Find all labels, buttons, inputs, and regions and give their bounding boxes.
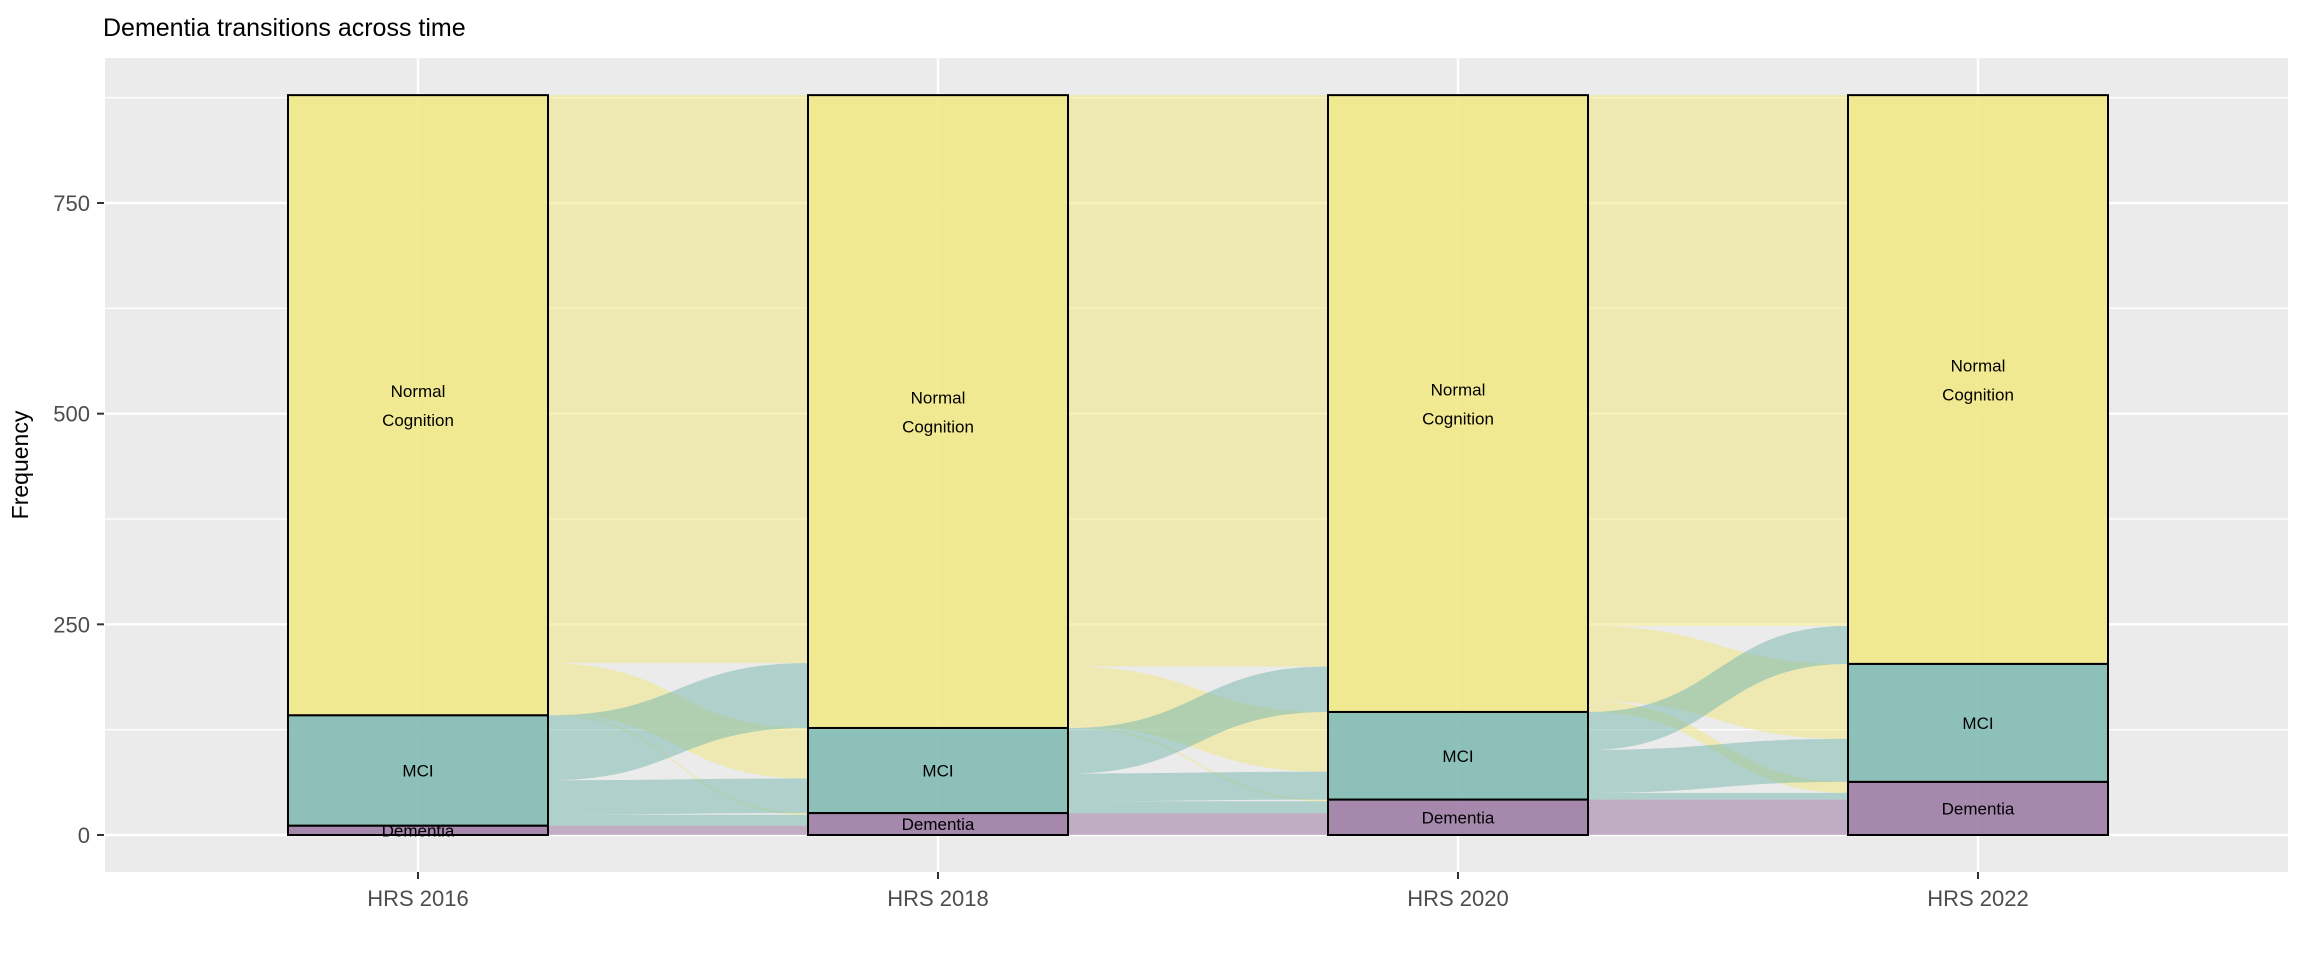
stratum-label-0-MCI: MCI [402, 762, 433, 781]
flow-0-MCI-to-Dementia [548, 814, 808, 826]
y-tick-label: 750 [53, 191, 90, 216]
y-axis-title: Frequency [7, 410, 33, 519]
flow-0-Dementia-to-Dementia [548, 825, 808, 835]
y-tick-label: 500 [53, 402, 90, 427]
stratum-label-3-Dementia: Dementia [1942, 799, 2015, 818]
stratum-2-MCI [1327, 710, 1589, 801]
flow-1-Normal Cognition-to-Dementia [1068, 726, 1328, 802]
stratum-label-0-Normal Cognition: Normal Cognition [382, 382, 454, 430]
stratum-1-Dementia [807, 812, 1069, 836]
y-tick-label: 250 [53, 612, 90, 637]
stratum-label-2-Normal Cognition: Normal Cognition [1422, 381, 1494, 429]
stratum-label-1-MCI: MCI [922, 762, 953, 781]
flow-2-MCI-to-Normal Cognition [1588, 626, 1848, 750]
stratum-label-1-Normal Cognition: Normal Cognition [902, 389, 974, 437]
flow-1-Dementia-to-Dementia [1068, 813, 1328, 835]
x-tick-label-3: HRS 2022 [1927, 886, 2029, 911]
chart-title: Dementia transitions across time [103, 14, 466, 42]
x-tick-label-0: HRS 2016 [367, 886, 469, 911]
flow-2-Dementia-to-Dementia [1588, 799, 1848, 835]
y-tick-label: 0 [78, 823, 90, 848]
stratum-0-Dementia [287, 824, 549, 837]
stratum-3-Dementia [1847, 780, 2109, 837]
flow-0-MCI-to-Normal Cognition [548, 663, 808, 781]
stratum-2-Dementia [1327, 798, 1589, 836]
stratum-2-Normal Cognition [1327, 94, 1589, 713]
stratum-label-2-MCI: MCI [1442, 747, 1473, 766]
flow-1-MCI-to-Dementia [1068, 801, 1328, 814]
stratum-label-3-Normal Cognition: Normal Cognition [1942, 357, 2014, 405]
flow-1-MCI-to-MCI [1068, 771, 1328, 802]
x-tick-label-1: HRS 2018 [887, 886, 989, 911]
flow-1-Normal Cognition-to-Normal Cognition [1068, 95, 1328, 667]
flow-2-Normal Cognition-to-Normal Cognition [1588, 95, 1848, 627]
flow-0-MCI-to-MCI [548, 778, 808, 815]
stratum-0-Normal Cognition [287, 94, 549, 717]
stratum-label-0-Dementia: Dementia [382, 821, 455, 840]
stratum-1-Normal Cognition [807, 94, 1069, 729]
stratum-0-MCI [287, 714, 549, 827]
stratum-label-3-MCI: MCI [1962, 714, 1993, 733]
stratum-3-Normal Cognition [1847, 94, 2109, 665]
stratum-3-MCI [1847, 662, 2109, 783]
flow-2-MCI-to-MCI [1588, 738, 1848, 793]
flow-0-Normal Cognition-to-Normal Cognition [548, 95, 808, 664]
stratum-1-MCI [807, 726, 1069, 815]
flow-1-MCI-to-Normal Cognition [1068, 666, 1328, 774]
stratum-label-1-Dementia: Dementia [902, 815, 975, 834]
flow-0-Normal Cognition-to-Dementia [548, 713, 808, 815]
stratum-label-2-Dementia: Dementia [1422, 808, 1495, 827]
x-tick-label-2: HRS 2020 [1407, 886, 1509, 911]
flow-2-MCI-to-Dementia [1588, 792, 1848, 800]
